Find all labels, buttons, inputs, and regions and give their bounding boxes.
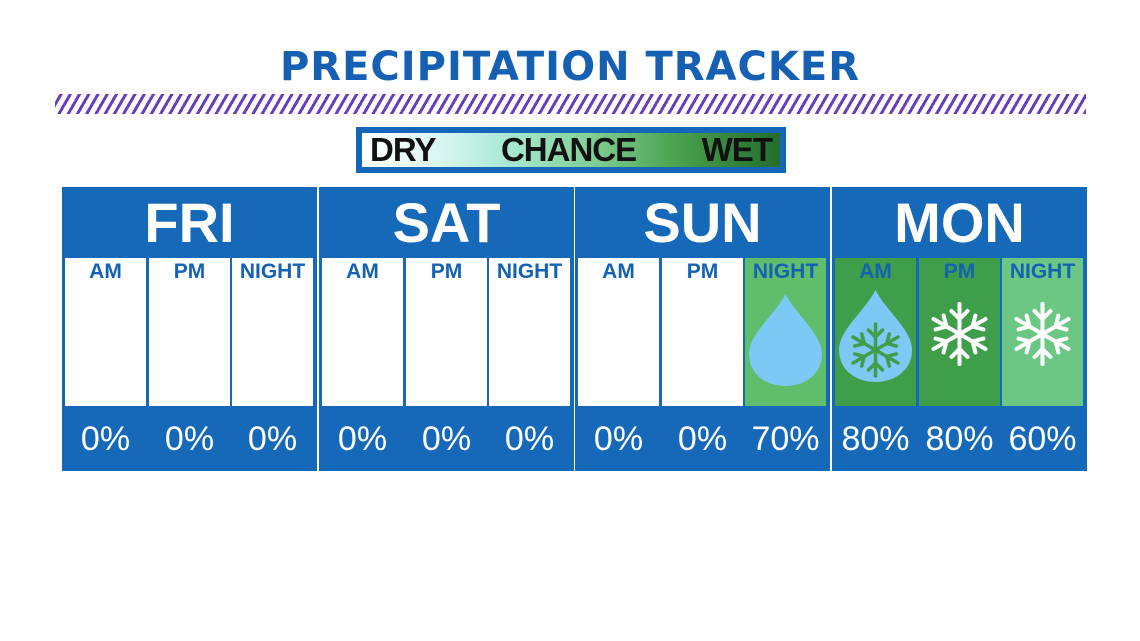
percent-value: 80% bbox=[841, 420, 910, 458]
period-label: PM bbox=[686, 260, 719, 283]
period-label: PM bbox=[173, 260, 206, 283]
period-label: PM bbox=[943, 260, 976, 283]
day-panel-fri: FRI AM PM NIGHT 0% 0% 0% bbox=[62, 187, 317, 471]
percent-value: 60% bbox=[1008, 420, 1077, 458]
snowflake-icon bbox=[931, 302, 988, 366]
period-label: NIGHT bbox=[752, 260, 819, 283]
day-panel-sun: SUN AM PM NIGHT 0% 0% 70% bbox=[575, 187, 830, 471]
percent-value: 0% bbox=[80, 420, 131, 458]
period-label: NIGHT bbox=[1009, 260, 1076, 283]
legend-gradient: DRY CHANCE WET bbox=[362, 131, 780, 168]
percent-value: 0% bbox=[421, 420, 472, 458]
period-cell-pm: PM bbox=[662, 258, 743, 406]
period-label: PM bbox=[430, 260, 463, 283]
period-cell-am: AM bbox=[835, 258, 916, 406]
day-name: SUN bbox=[643, 191, 762, 254]
raindrop-snowflake-icon bbox=[839, 290, 912, 382]
period-label: NIGHT bbox=[239, 260, 306, 283]
day-name: MON bbox=[894, 191, 1025, 254]
day-panel-mon: MON AM bbox=[832, 187, 1087, 471]
period-label: AM bbox=[89, 260, 122, 283]
legend-wet-label: WET bbox=[701, 131, 773, 168]
divider-stripes bbox=[55, 94, 1086, 114]
precipitation-legend: DRY CHANCE WET bbox=[356, 127, 786, 173]
period-cell-night: NIGHT bbox=[1002, 258, 1083, 406]
percent-value: 0% bbox=[504, 420, 555, 458]
period-cell-pm: PM bbox=[919, 258, 1000, 406]
percent-value: 70% bbox=[751, 420, 820, 458]
percent-value: 0% bbox=[247, 420, 298, 458]
period-label: AM bbox=[859, 260, 892, 283]
legend-dry-label: DRY bbox=[370, 131, 436, 168]
percent-value: 0% bbox=[677, 420, 728, 458]
period-cell-pm: PM bbox=[149, 258, 230, 406]
period-cell-am: AM bbox=[65, 258, 146, 406]
percent-value: 80% bbox=[925, 420, 994, 458]
day-name: FRI bbox=[144, 191, 235, 254]
percent-value: 0% bbox=[593, 420, 644, 458]
legend-chance-label: CHANCE bbox=[500, 131, 637, 168]
percent-value: 0% bbox=[337, 420, 388, 458]
snowflake-icon bbox=[1014, 302, 1071, 366]
period-label: AM bbox=[346, 260, 379, 283]
period-cell-am: AM bbox=[322, 258, 403, 406]
period-label: AM bbox=[602, 260, 635, 283]
page-title: PRECIPITATION TRACKER bbox=[279, 44, 860, 90]
period-label: NIGHT bbox=[496, 260, 563, 283]
period-cell-night: NIGHT bbox=[489, 258, 570, 406]
percent-value: 0% bbox=[164, 420, 215, 458]
raindrop-icon bbox=[749, 294, 822, 386]
period-cell-pm: PM bbox=[406, 258, 487, 406]
period-cell-night: NIGHT bbox=[745, 258, 826, 406]
day-panel-sat: SAT AM PM NIGHT 0% 0% 0% bbox=[319, 187, 574, 471]
period-cell-night: NIGHT bbox=[232, 258, 313, 406]
period-cell-am: AM bbox=[578, 258, 659, 406]
day-name: SAT bbox=[392, 191, 501, 254]
